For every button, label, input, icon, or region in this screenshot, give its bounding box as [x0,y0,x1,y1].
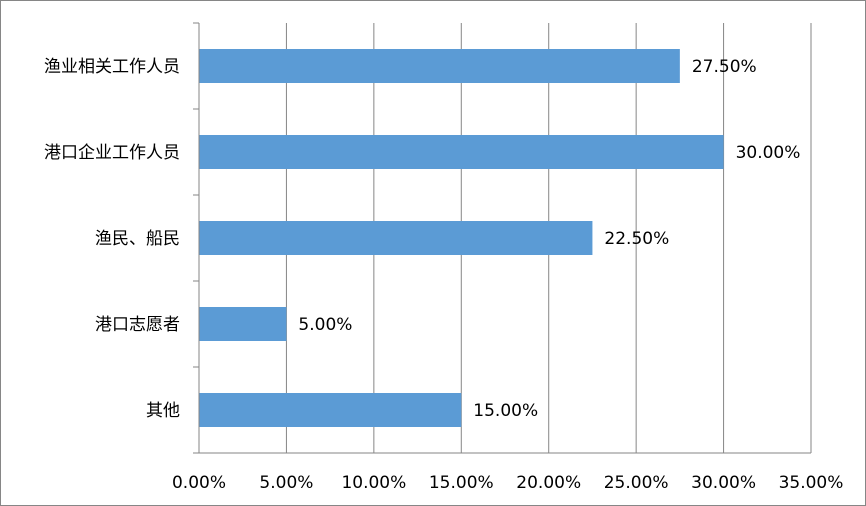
bars [199,49,724,427]
data-label: 15.00% [473,401,538,421]
bar [199,393,462,427]
x-tick-label: 15.00% [429,473,494,493]
data-label: 22.50% [604,229,669,249]
gridlines [285,23,812,453]
data-label: 27.50% [692,57,757,77]
data-label: 5.00% [298,315,352,335]
x-tick-label: 0.00% [172,473,226,493]
labels: 0.00% 5.00% 10.00% 15.00% 20.00% 25.00% 30.00%… [44,57,843,493]
bar [199,49,680,83]
data-label: 30.00% [736,143,801,163]
category-label: 渔业相关工作人员 [44,57,180,77]
axes [193,22,811,454]
category-label: 港口企业工作人员 [44,143,180,163]
bar [199,307,287,341]
category-label: 渔民、船民 [95,229,180,249]
bar [199,221,593,255]
x-tick-label: 30.00% [691,473,756,493]
x-tick-label: 35.00% [779,473,844,493]
category-label: 其他 [146,401,180,421]
x-tick-label: 25.00% [604,473,669,493]
x-tick-label: 10.00% [341,473,406,493]
x-tick-label: 20.00% [516,473,581,493]
category-label: 港口志愿者 [95,315,180,335]
bar [199,135,724,169]
x-tick-label: 5.00% [259,473,313,493]
